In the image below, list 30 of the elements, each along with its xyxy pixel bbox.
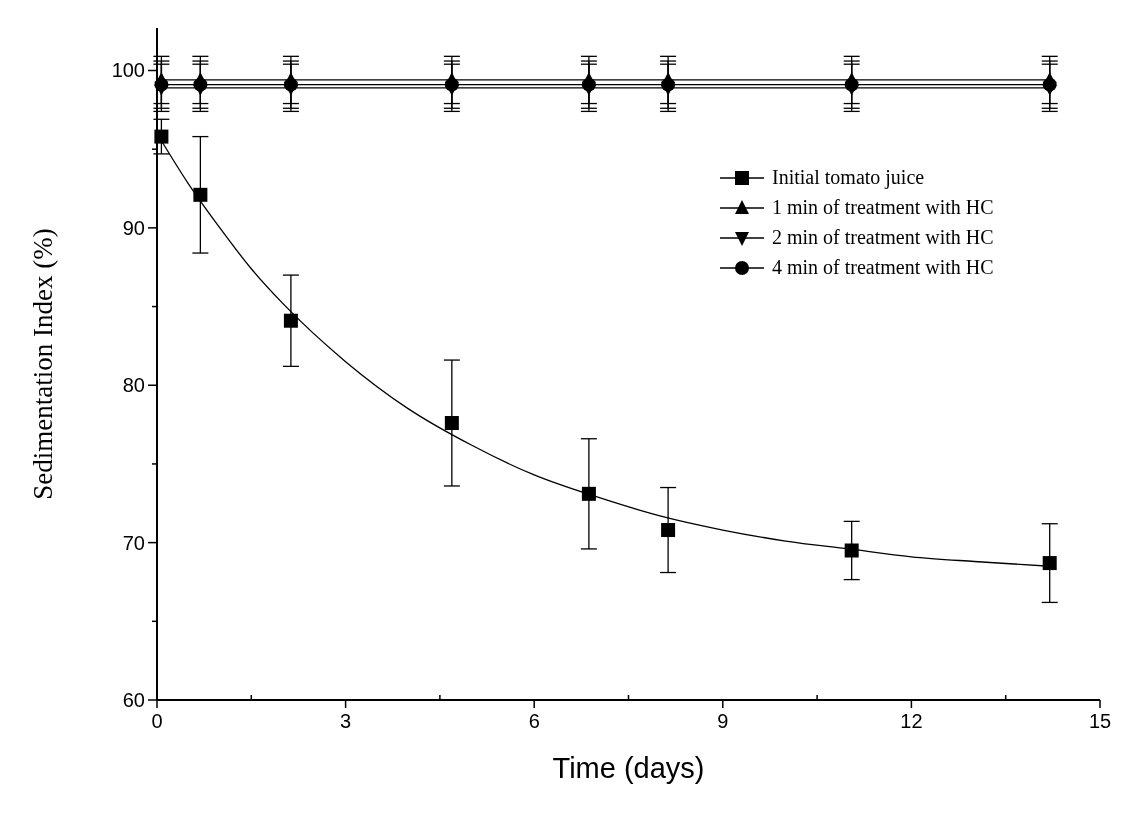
point <box>444 416 459 431</box>
point <box>661 523 676 538</box>
y-tick-label: 80 <box>122 374 145 397</box>
point <box>581 486 596 501</box>
point <box>193 187 208 202</box>
point <box>154 129 169 144</box>
y-axis-title: Sedimentation Index (%) <box>28 228 58 500</box>
y-tick-label: 60 <box>122 689 145 711</box>
legend-label: 2 min of treatment with HC <box>772 226 994 248</box>
y-tick-label: 70 <box>122 531 145 554</box>
point <box>1042 77 1057 92</box>
point <box>844 543 859 558</box>
legend-label: 4 min of treatment with HC <box>772 256 994 278</box>
x-tick-label: 0 <box>151 710 163 732</box>
point <box>193 77 208 92</box>
point <box>283 313 298 328</box>
point <box>844 77 859 92</box>
point <box>444 77 459 92</box>
y-tick-label: 90 <box>122 216 145 239</box>
x-tick-label: 9 <box>717 710 729 732</box>
legend-label: Initial tomato juice <box>772 166 925 189</box>
y-tick-label: 100 <box>111 59 145 82</box>
x-tick-label: 3 <box>340 710 352 732</box>
x-axis-title: Time (days) <box>552 752 705 784</box>
point <box>1042 556 1057 571</box>
legend-label: 1 min of treatment with HC <box>772 196 994 218</box>
x-tick-label: 15 <box>1088 710 1112 732</box>
x-tick-label: 6 <box>528 710 540 732</box>
point <box>154 77 169 92</box>
x-tick-label: 12 <box>900 710 923 732</box>
